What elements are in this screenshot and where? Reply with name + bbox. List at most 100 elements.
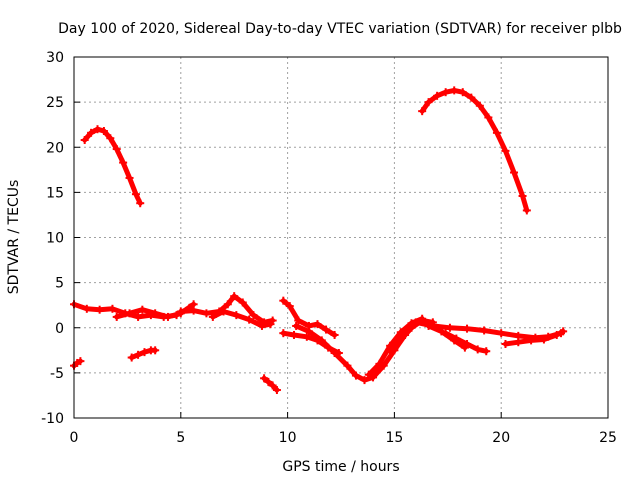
data-point — [292, 321, 301, 330]
data-point — [127, 353, 136, 362]
series-line — [426, 323, 468, 351]
data-point — [317, 336, 326, 345]
data-point — [492, 128, 501, 137]
y-tick-label: 25 — [46, 95, 64, 111]
data-point — [330, 330, 339, 339]
series-recovery-2 — [386, 316, 437, 356]
data-point — [433, 91, 442, 100]
series-small-seg-start — [70, 357, 85, 370]
data-point — [87, 128, 96, 137]
data-point — [264, 377, 273, 386]
data-point — [497, 329, 506, 338]
data-point — [290, 330, 299, 339]
y-tick-label: 0 — [55, 321, 64, 337]
data-point — [322, 325, 331, 334]
data-point — [484, 113, 493, 122]
data-point — [441, 88, 450, 97]
data-point — [424, 321, 433, 330]
data-point — [279, 329, 288, 338]
data-point — [223, 300, 232, 309]
data-point — [134, 350, 143, 359]
data-point — [272, 386, 281, 395]
data-point — [552, 330, 561, 339]
data-point — [386, 347, 395, 356]
x-tick-label: 15 — [385, 430, 403, 446]
data-point — [268, 381, 277, 390]
data-point — [527, 336, 536, 345]
data-point — [450, 86, 459, 95]
y-axis-label: SDTVAR / TECUs — [6, 180, 22, 295]
data-point — [257, 321, 266, 330]
data-point — [202, 309, 211, 318]
data-point — [230, 292, 239, 301]
data-point — [285, 302, 294, 311]
series-small-arc-low — [127, 346, 160, 362]
y-tick-label: 5 — [55, 276, 64, 292]
data-point — [80, 136, 89, 145]
data-point — [364, 370, 373, 379]
series-line — [82, 126, 143, 206]
data-point — [125, 309, 134, 318]
series-line — [261, 375, 280, 393]
data-point — [351, 371, 360, 380]
data-point — [151, 309, 160, 318]
data-point — [99, 127, 108, 136]
series-late-band — [501, 327, 568, 348]
data-point — [437, 327, 446, 336]
data-point — [369, 373, 378, 382]
data-point — [138, 305, 147, 314]
data-point — [360, 376, 369, 385]
series-baseline-ten — [279, 296, 339, 339]
data-series — [70, 86, 568, 395]
data-point — [112, 312, 121, 321]
y-tick-label: -5 — [50, 366, 64, 382]
data-point — [112, 145, 121, 154]
data-point — [260, 374, 269, 383]
data-point — [294, 316, 303, 325]
data-point — [95, 305, 104, 314]
data-point — [460, 343, 469, 352]
plot-frame — [73, 56, 609, 419]
data-point — [249, 311, 258, 320]
data-point — [411, 318, 420, 327]
data-point — [559, 327, 568, 336]
data-point — [510, 168, 519, 177]
data-point — [445, 323, 454, 332]
data-point — [93, 125, 102, 134]
x-tick-label: 10 — [279, 430, 297, 446]
data-point — [125, 173, 134, 182]
data-point — [134, 312, 143, 321]
data-point — [467, 93, 476, 102]
data-point — [76, 357, 85, 366]
data-point — [522, 206, 531, 215]
data-point — [396, 334, 405, 343]
data-point — [424, 98, 433, 107]
data-point — [136, 199, 145, 208]
series-evening-drop — [441, 329, 491, 356]
data-point — [473, 345, 482, 354]
x-tick-label: 0 — [70, 430, 79, 446]
data-point — [108, 304, 117, 313]
series-evening-drop-2 — [424, 321, 469, 352]
data-point — [163, 312, 172, 321]
data-point — [518, 191, 527, 200]
series-baseline-mid — [176, 292, 277, 327]
data-point — [330, 349, 339, 358]
data-point — [82, 304, 91, 313]
data-point — [189, 306, 198, 315]
y-tick-label: 15 — [46, 185, 64, 201]
x-tick-label: 5 — [176, 430, 185, 446]
x-tick-label: 25 — [599, 430, 617, 446]
data-point — [106, 134, 115, 143]
data-point — [131, 190, 140, 199]
data-point — [140, 348, 149, 357]
data-point — [407, 323, 416, 332]
data-point — [501, 146, 510, 155]
series-small-seg-nine — [260, 374, 281, 395]
data-point — [119, 158, 128, 167]
data-point — [514, 338, 523, 347]
data-point — [418, 107, 427, 116]
data-point — [482, 347, 491, 356]
data-point — [302, 332, 311, 341]
